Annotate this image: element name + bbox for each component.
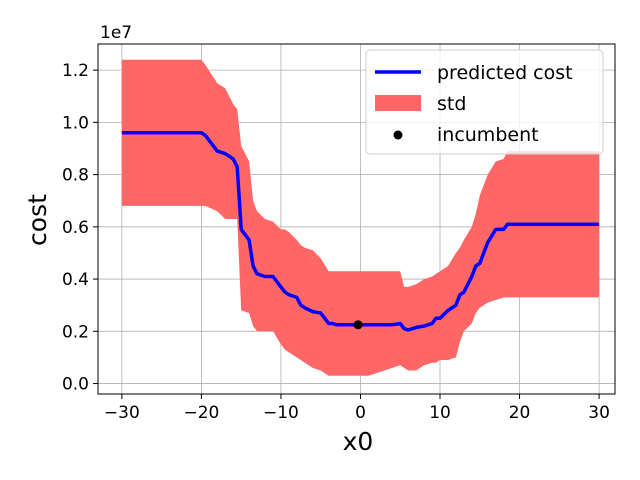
x-tick-label: 10 <box>429 403 451 423</box>
y-axis-label: cost <box>23 194 52 246</box>
y-offset-label: 1e7 <box>100 23 132 43</box>
legend: predicted cost std incumbent <box>365 49 604 155</box>
legend-incumbent-swatch <box>393 130 403 140</box>
x-tick-label: 30 <box>588 403 610 423</box>
y-tick-label: 0.0 <box>62 375 89 395</box>
x-tick-label: 20 <box>509 403 531 423</box>
incumbent-point <box>353 320 363 330</box>
y-axis-ticks: 0.0 0.2 0.4 0.6 0.8 1.0 1.2 <box>62 61 98 395</box>
std-band <box>121 59 600 376</box>
y-tick-label: 0.6 <box>62 218 89 238</box>
predicted-cost-line <box>121 131 600 332</box>
incumbent-points <box>353 320 363 330</box>
y-tick-label: 1.0 <box>62 113 89 133</box>
legend-incumbent-label: incumbent <box>437 124 539 146</box>
x-axis-ticks: −30 −20 −10 0 10 20 30 <box>104 394 610 423</box>
x-axis-label: x0 <box>343 427 374 456</box>
x-tick-label: −10 <box>263 403 299 423</box>
y-tick-label: 1.2 <box>62 61 89 81</box>
y-tick-label: 0.2 <box>62 322 89 342</box>
y-tick-label: 0.4 <box>62 270 89 290</box>
x-tick-label: −20 <box>183 403 219 423</box>
y-tick-label: 0.8 <box>62 166 89 186</box>
legend-predicted-cost-label: predicted cost <box>437 62 573 84</box>
legend-box <box>365 49 604 155</box>
legend-std-swatch <box>375 95 421 111</box>
plot-frame <box>97 43 616 395</box>
legend-std-label: std <box>437 93 466 115</box>
x-tick-label: −30 <box>104 403 140 423</box>
x-tick-label: 0 <box>355 403 366 423</box>
